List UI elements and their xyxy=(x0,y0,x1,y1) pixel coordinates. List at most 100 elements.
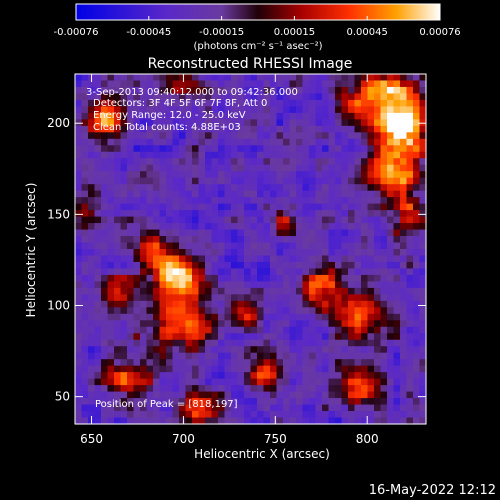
heatmap-cell xyxy=(211,294,219,302)
heatmap-cell xyxy=(393,398,401,406)
heatmap-cell xyxy=(114,223,122,231)
heatmap-cell xyxy=(166,132,174,140)
heatmap-cell xyxy=(172,372,180,380)
heatmap-cell xyxy=(250,236,258,244)
heatmap-cell xyxy=(224,268,232,276)
heatmap-cell xyxy=(393,93,401,101)
heatmap-cell xyxy=(374,391,382,399)
heatmap-cell xyxy=(146,86,154,95)
heatmap-cell xyxy=(276,229,284,237)
heatmap-cell xyxy=(120,359,128,367)
heatmap-cell xyxy=(361,145,369,153)
heatmap-cell xyxy=(127,313,135,321)
heatmap-cell xyxy=(114,210,122,218)
heatmap-cell xyxy=(328,74,336,82)
heatmap-cell xyxy=(354,346,362,354)
heatmap-cell xyxy=(315,352,323,360)
heatmap-cell xyxy=(322,261,330,270)
heatmap-cell xyxy=(341,145,349,153)
heatmap-cell xyxy=(270,132,278,140)
heatmap-cell xyxy=(263,268,271,276)
heatmap-cell xyxy=(257,294,265,302)
heatmap-cell xyxy=(192,216,200,224)
heatmap-cell xyxy=(276,171,284,179)
heatmap-cell xyxy=(244,197,252,205)
heatmap-cell xyxy=(101,372,109,380)
heatmap-cell xyxy=(101,313,109,321)
heatmap-cell xyxy=(328,223,336,231)
heatmap-cell xyxy=(348,249,356,257)
heatmap-cell xyxy=(172,138,180,146)
heatmap-cell xyxy=(393,404,401,412)
heatmap-cell xyxy=(270,385,278,393)
heatmap-cell xyxy=(140,190,148,198)
heatmap-cell xyxy=(309,268,317,276)
heatmap-cell xyxy=(309,385,317,393)
heatmap-cell xyxy=(159,281,167,289)
heatmap-cell xyxy=(88,365,96,373)
heatmap-cell xyxy=(413,132,421,140)
heatmap-cell xyxy=(127,99,135,108)
heatmap-cell xyxy=(335,372,343,380)
heatmap-cell xyxy=(114,352,122,360)
heatmap-cell xyxy=(257,164,265,172)
heatmap-cell xyxy=(140,203,148,211)
heatmap-cell xyxy=(374,158,382,166)
heatmap-cell xyxy=(94,80,102,88)
heatmap-cell xyxy=(120,417,128,425)
heatmap-cell xyxy=(354,106,362,114)
heatmap-cell xyxy=(296,125,304,133)
heatmap-cell xyxy=(335,145,343,153)
heatmap-cell xyxy=(88,261,96,270)
heatmap-cell xyxy=(328,404,336,412)
heatmap-cell xyxy=(374,261,382,270)
heatmap-cell xyxy=(315,281,323,289)
heatmap-cell xyxy=(192,164,200,172)
heatmap-cell xyxy=(341,320,349,328)
heatmap-cell xyxy=(140,391,148,399)
heatmap-cell xyxy=(322,417,330,425)
heatmap-cell xyxy=(114,313,122,321)
heatmap-cell xyxy=(159,359,167,367)
heatmap-cell xyxy=(263,411,271,419)
heatmap-cell xyxy=(172,333,180,341)
heatmap-cell xyxy=(309,313,317,321)
heatmap-cell xyxy=(166,210,174,218)
heatmap-cell xyxy=(328,106,336,114)
heatmap-cell xyxy=(218,300,226,308)
heatmap-cell xyxy=(205,158,213,166)
heatmap-cell xyxy=(400,210,408,218)
heatmap-cell xyxy=(374,106,382,114)
heatmap-cell xyxy=(315,333,323,341)
heatmap-cell xyxy=(387,203,395,211)
heatmap-cell xyxy=(400,229,408,237)
heatmap-cell xyxy=(224,404,232,412)
heatmap-cell xyxy=(218,229,226,237)
heatmap-cell xyxy=(296,359,304,367)
heatmap-cell xyxy=(380,385,388,393)
heatmap-cell xyxy=(140,378,148,386)
heatmap-cell xyxy=(120,398,128,406)
heatmap-cell xyxy=(348,158,356,166)
heatmap-cell xyxy=(231,184,239,192)
heatmap-cell xyxy=(101,93,109,101)
heatmap-cell xyxy=(179,106,187,114)
heatmap-cell xyxy=(283,236,291,244)
heatmap-cell xyxy=(387,145,395,153)
heatmap-cell xyxy=(289,223,297,231)
heatmap-cell xyxy=(166,249,174,257)
heatmap-cell xyxy=(88,145,96,153)
heatmap-cell xyxy=(114,158,122,166)
heatmap-cell xyxy=(159,255,167,263)
heatmap-cell xyxy=(133,210,141,218)
heatmap-cell xyxy=(315,398,323,406)
heatmap-cell xyxy=(302,210,310,218)
heatmap-cell xyxy=(120,74,128,82)
heatmap-cell xyxy=(302,132,310,140)
footer-timestamp: 16-May-2022 12:12 xyxy=(369,483,496,498)
heatmap-cell xyxy=(361,125,369,133)
heatmap-cell xyxy=(107,74,115,82)
heatmap-cell xyxy=(114,132,122,140)
heatmap-cell xyxy=(159,151,167,159)
heatmap-cell xyxy=(419,268,427,276)
